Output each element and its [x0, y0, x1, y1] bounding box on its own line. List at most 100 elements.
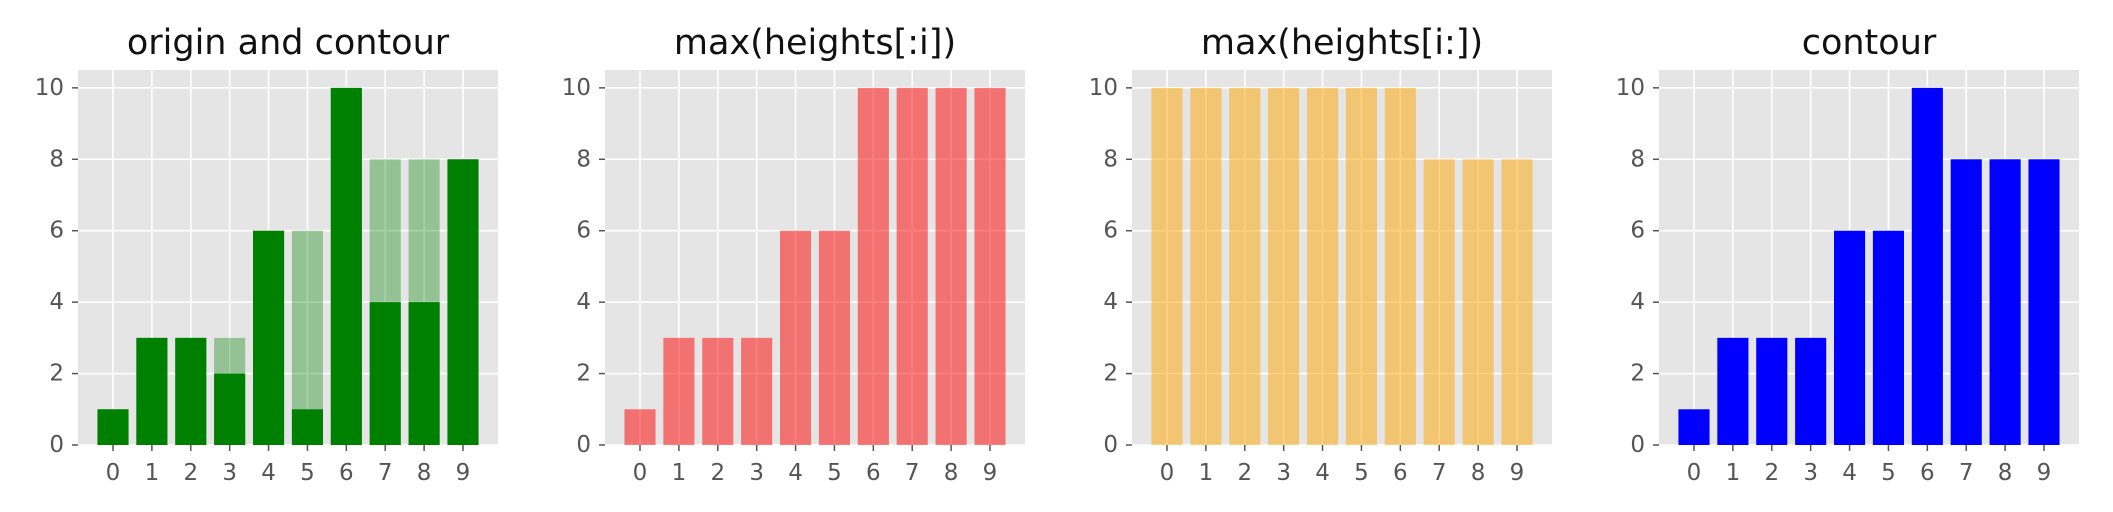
bar-0	[1678, 409, 1710, 445]
x-tick-label: 6	[1393, 460, 1408, 486]
y-tick-label: 4	[1630, 289, 1645, 315]
x-tick-label: 2	[1237, 460, 1252, 486]
x-tick-label: 0	[633, 460, 648, 486]
x-tick-label: 9	[1510, 460, 1525, 486]
x-tick-label: 4	[788, 460, 803, 486]
y-tick-label: 0	[1103, 432, 1118, 458]
bars	[97, 87, 479, 445]
bar-0-series-1	[97, 409, 129, 445]
bar-2	[1229, 87, 1261, 445]
bar-1	[1190, 87, 1222, 445]
bar-6-series-1	[330, 87, 362, 445]
bar-1	[1717, 337, 1749, 445]
bar-0	[624, 409, 656, 445]
x-tick-label: 1	[1726, 460, 1741, 486]
x-tick-label: 9	[2037, 460, 2052, 486]
y-tick-label: 4	[576, 289, 591, 315]
bar-6	[857, 87, 889, 445]
bars	[624, 87, 1006, 445]
y-axis: 0 2 4 6 8 10	[35, 75, 78, 458]
bar-9	[2028, 159, 2060, 445]
bar-7-series-1	[369, 302, 401, 445]
y-tick-label: 6	[49, 218, 64, 244]
x-tick-label: 2	[710, 460, 725, 486]
x-tick-label: 7	[905, 460, 920, 486]
bar-2	[1756, 337, 1788, 445]
bar-3	[741, 337, 773, 445]
x-tick-label: 1	[672, 460, 687, 486]
bar-0	[1151, 87, 1183, 445]
y-axis: 0 2 4 6 8 10	[562, 75, 605, 458]
y-axis: 0 2 4 6 8 10	[1616, 75, 1659, 458]
x-tick-label: 6	[339, 460, 354, 486]
bar-5	[818, 230, 850, 445]
bar-5-series-1	[291, 409, 323, 445]
bar-8	[1989, 159, 2021, 445]
x-tick-label: 9	[983, 460, 998, 486]
bar-7	[896, 87, 928, 445]
y-tick-label: 6	[1103, 218, 1118, 244]
bar-2-series-1	[175, 337, 207, 445]
bar-6	[1384, 87, 1416, 445]
y-tick-label: 10	[35, 75, 64, 101]
chart-title: origin and contour	[127, 23, 450, 63]
bar-7	[1423, 159, 1455, 445]
y-tick-label: 0	[49, 432, 64, 458]
y-tick-label: 10	[1616, 75, 1645, 101]
x-tick-label: 3	[749, 460, 764, 486]
bar-7	[1950, 159, 1982, 445]
y-axis: 0 2 4 6 8 10	[1089, 75, 1132, 458]
y-tick-label: 4	[1103, 289, 1118, 315]
x-tick-label: 5	[300, 460, 315, 486]
x-tick-label: 9	[456, 460, 471, 486]
x-tick-label: 3	[1803, 460, 1818, 486]
y-tick-label: 2	[576, 361, 591, 387]
chart-title: max(heights[i:])	[1201, 23, 1483, 63]
bar-8	[1462, 159, 1494, 445]
bar-4	[1834, 230, 1866, 445]
chart-title: contour	[1802, 23, 1937, 63]
y-tick-label: 4	[49, 289, 64, 315]
x-tick-label: 2	[183, 460, 198, 486]
x-tick-label: 1	[145, 460, 160, 486]
y-tick-label: 2	[1103, 361, 1118, 387]
bar-1	[663, 337, 695, 445]
y-tick-label: 2	[49, 361, 64, 387]
bar-3-series-1	[214, 373, 246, 445]
x-tick-label: 7	[1959, 460, 1974, 486]
x-tick-label: 8	[1998, 460, 2013, 486]
x-tick-label: 0	[1160, 460, 1175, 486]
x-tick-label: 8	[417, 460, 432, 486]
y-tick-label: 8	[49, 146, 64, 172]
bar-6	[1911, 87, 1943, 445]
bar-5	[1345, 87, 1377, 445]
y-tick-label: 8	[1103, 146, 1118, 172]
bar-9-series-1	[447, 159, 479, 445]
x-tick-label: 7	[1432, 460, 1447, 486]
x-tick-label: 6	[1920, 460, 1935, 486]
x-tick-label: 8	[944, 460, 959, 486]
bar-1-series-1	[136, 337, 168, 445]
y-tick-label: 6	[576, 218, 591, 244]
bar-9	[1501, 159, 1533, 445]
y-tick-label: 0	[576, 432, 591, 458]
y-tick-label: 10	[562, 75, 591, 101]
bars	[1678, 87, 2060, 445]
y-tick-label: 10	[1089, 75, 1118, 101]
bar-3	[1268, 87, 1300, 445]
x-tick-label: 0	[106, 460, 121, 486]
y-tick-label: 6	[1630, 218, 1645, 244]
bar-3	[1795, 337, 1827, 445]
x-tick-label: 5	[1881, 460, 1896, 486]
bar-4-series-1	[253, 230, 285, 445]
bars	[1151, 87, 1533, 445]
bar-8	[935, 87, 967, 445]
x-tick-label: 4	[261, 460, 276, 486]
